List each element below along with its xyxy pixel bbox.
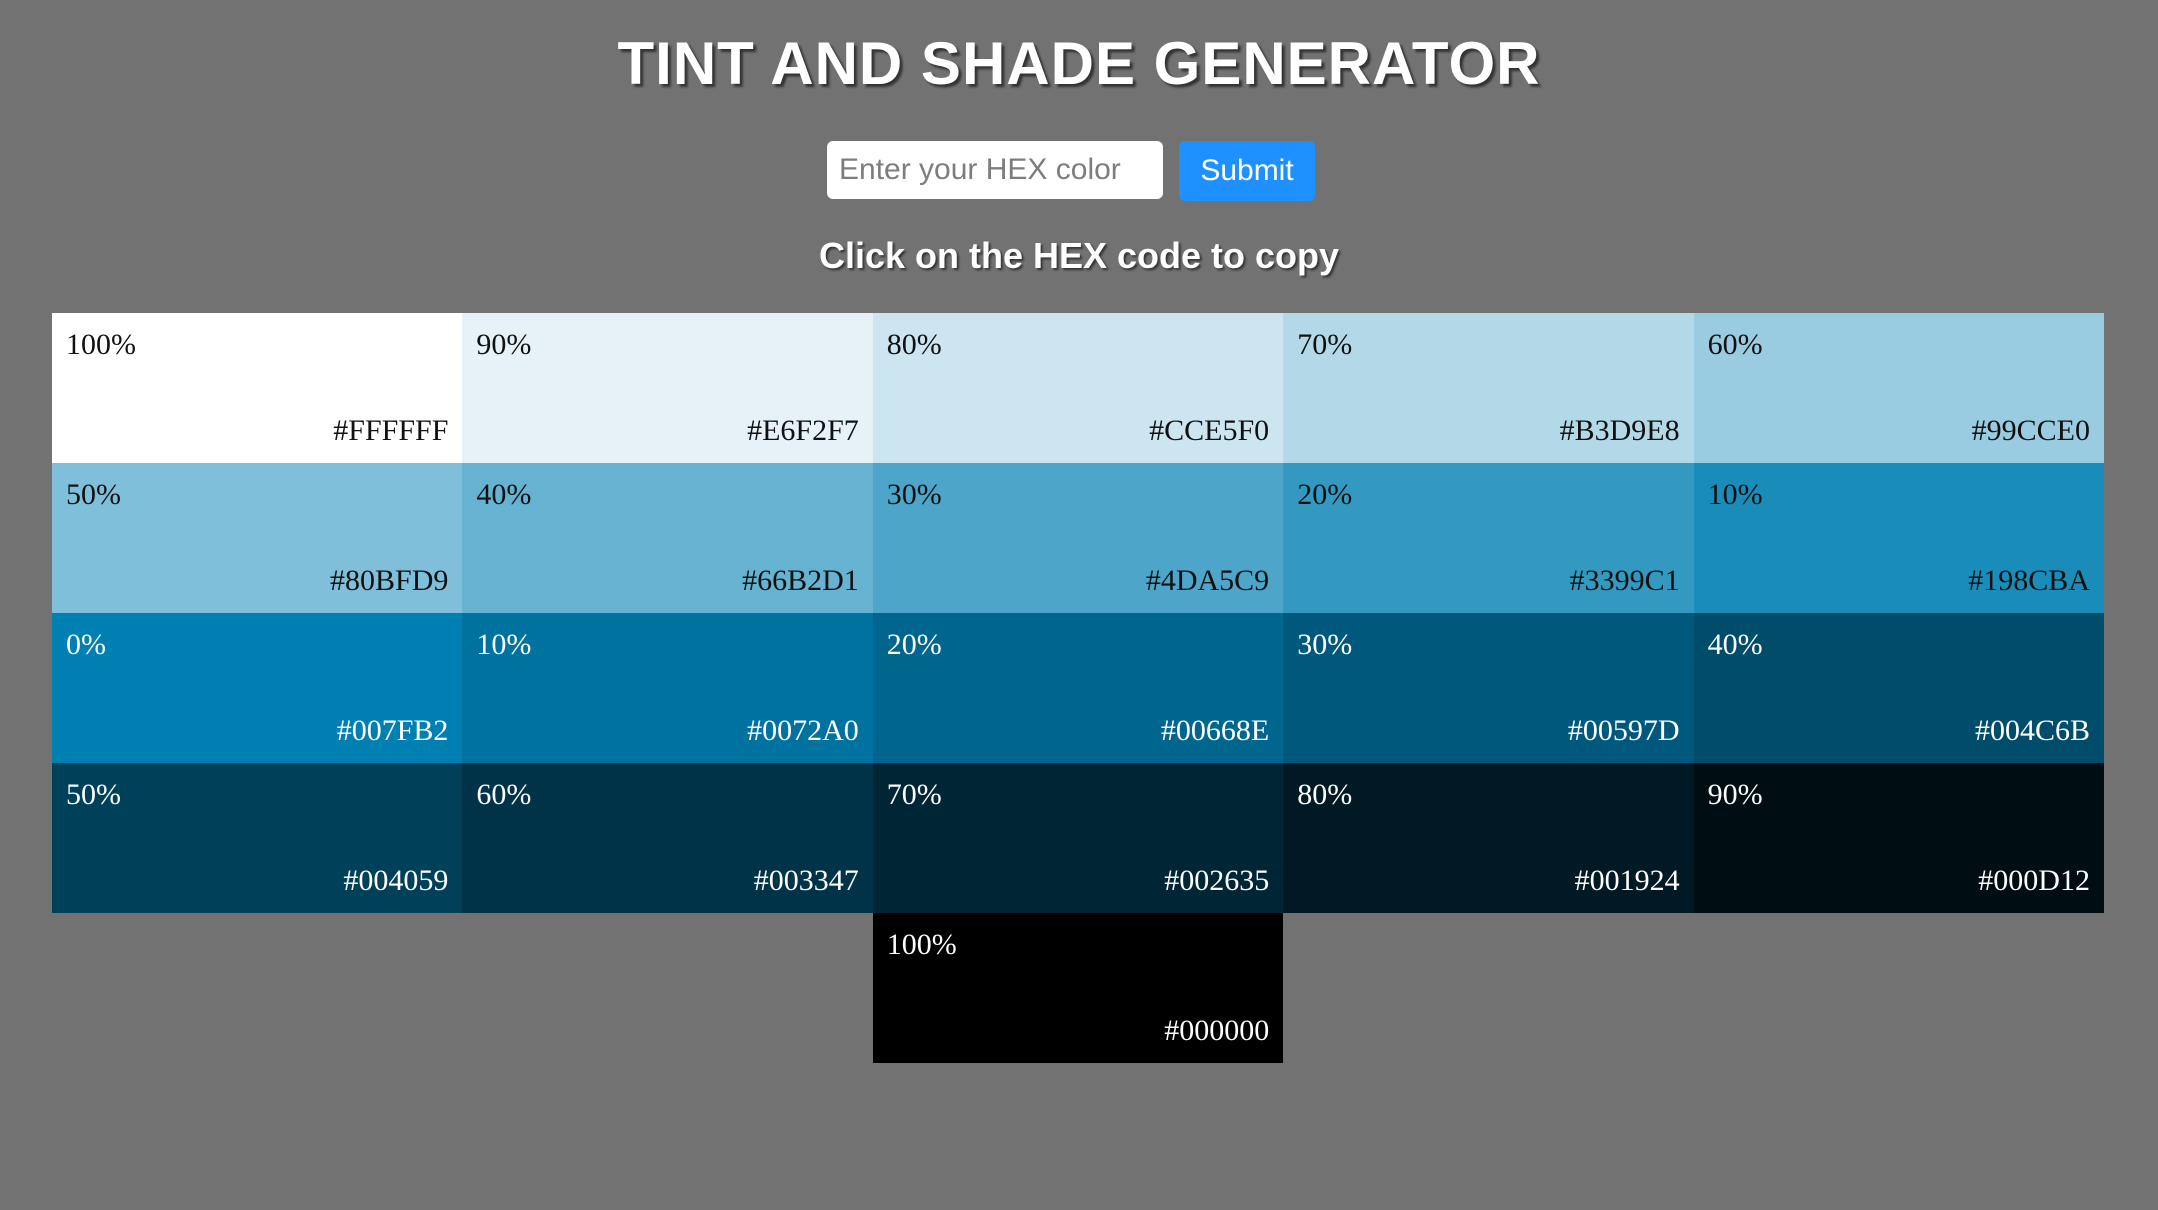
swatch-hex-code[interactable]: #0072A0 [747, 714, 859, 747]
swatch-percent: 70% [886, 778, 942, 811]
swatch-percent: 100% [886, 928, 957, 961]
swatch-hex-code[interactable]: #3399C1 [1569, 564, 1680, 597]
copy-instruction: Click on the HEX code to copy [818, 235, 1340, 276]
swatch-hex-code[interactable]: #001924 [1574, 864, 1680, 897]
swatch-hex-code[interactable]: #99CCE0 [1971, 414, 2090, 447]
color-swatch[interactable]: 90% #E6F2F7 [462, 313, 873, 463]
submit-button[interactable]: Submit [1179, 141, 1315, 201]
color-swatch[interactable]: 100% #000000 [872, 913, 1284, 1063]
swatch-hex-code[interactable]: #002635 [1164, 864, 1270, 897]
swatch-percent: 0% [66, 628, 107, 661]
swatch-hex-code[interactable]: #007FB2 [336, 714, 449, 747]
color-swatch[interactable]: 80% #001924 [1283, 763, 1694, 913]
swatch-percent: 30% [886, 478, 942, 511]
swatch-percent: 90% [476, 328, 532, 361]
color-swatch[interactable]: 50% #004059 [52, 763, 463, 913]
hex-form: Submit [827, 141, 1315, 201]
page-title: TINT AND SHADE GENERATOR [617, 30, 1541, 97]
swatch-hex-code[interactable]: #66B2D1 [742, 564, 859, 597]
color-swatch[interactable]: 90% #000D12 [1693, 763, 2104, 913]
swatch-hex-code[interactable]: #4DA5C9 [1145, 564, 1270, 597]
swatch-hex-code[interactable]: #80BFD9 [330, 564, 449, 597]
swatch-percent: 50% [66, 778, 122, 811]
swatch-hex-code[interactable]: #003347 [753, 864, 859, 897]
swatch-grid: 100% #FFFFFF 90% #E6F2F7 80% #CCE5F0 70% #B3D9E… [52, 313, 2104, 1063]
swatch-percent: 50% [66, 478, 122, 511]
swatch-hex-code[interactable]: #000D12 [1978, 864, 2090, 897]
swatch-percent: 30% [1297, 628, 1353, 661]
hex-color-input[interactable] [827, 141, 1163, 199]
swatch-hex-code[interactable]: #00668E [1160, 714, 1270, 747]
color-swatch[interactable]: 70% #B3D9E8 [1283, 313, 1694, 463]
swatch-percent: 40% [1707, 628, 1763, 661]
color-swatch[interactable]: 20% #00668E [872, 613, 1284, 763]
swatch-hex-code[interactable]: #004059 [343, 864, 449, 897]
swatch-percent: 10% [476, 628, 532, 661]
swatch-percent: 80% [886, 328, 942, 361]
color-swatch[interactable]: 50% #80BFD9 [52, 463, 463, 613]
swatch-hex-code[interactable]: #004C6B [1974, 714, 2090, 747]
swatch-percent: 100% [66, 328, 137, 361]
color-swatch[interactable]: 30% #00597D [1283, 613, 1694, 763]
swatch-hex-code[interactable]: #B3D9E8 [1559, 414, 1680, 447]
swatch-percent: 90% [1707, 778, 1763, 811]
color-swatch[interactable]: 30% #4DA5C9 [872, 463, 1284, 613]
color-swatch[interactable]: 40% #66B2D1 [462, 463, 873, 613]
color-swatch[interactable]: 100% #FFFFFF [52, 313, 463, 463]
color-swatch[interactable]: 60% #99CCE0 [1693, 313, 2104, 463]
swatch-hex-code[interactable]: #CCE5F0 [1149, 414, 1270, 447]
color-swatch[interactable]: 10% #0072A0 [462, 613, 873, 763]
swatch-percent: 40% [476, 478, 532, 511]
swatch-hex-code[interactable]: #00597D [1567, 714, 1680, 747]
swatch-percent: 70% [1297, 328, 1353, 361]
color-swatch[interactable]: 40% #004C6B [1693, 613, 2104, 763]
swatch-percent: 20% [886, 628, 942, 661]
color-swatch[interactable]: 10% #198CBA [1693, 463, 2104, 613]
swatch-hex-code[interactable]: #198CBA [1968, 564, 2090, 597]
swatch-percent: 60% [1707, 328, 1763, 361]
swatch-percent: 10% [1707, 478, 1763, 511]
color-swatch[interactable]: 70% #002635 [872, 763, 1284, 913]
swatch-hex-code[interactable]: #000000 [1164, 1014, 1270, 1047]
swatch-hex-code[interactable]: #E6F2F7 [747, 414, 859, 447]
swatch-percent: 80% [1297, 778, 1353, 811]
color-swatch[interactable]: 80% #CCE5F0 [872, 313, 1284, 463]
color-swatch[interactable]: 20% #3399C1 [1283, 463, 1694, 613]
color-swatch[interactable]: 0% #007FB2 [52, 613, 463, 763]
color-swatch[interactable]: 60% #003347 [462, 763, 873, 913]
swatch-percent: 20% [1297, 478, 1353, 511]
swatch-hex-code[interactable]: #FFFFFF [333, 414, 449, 447]
swatch-percent: 60% [476, 778, 532, 811]
